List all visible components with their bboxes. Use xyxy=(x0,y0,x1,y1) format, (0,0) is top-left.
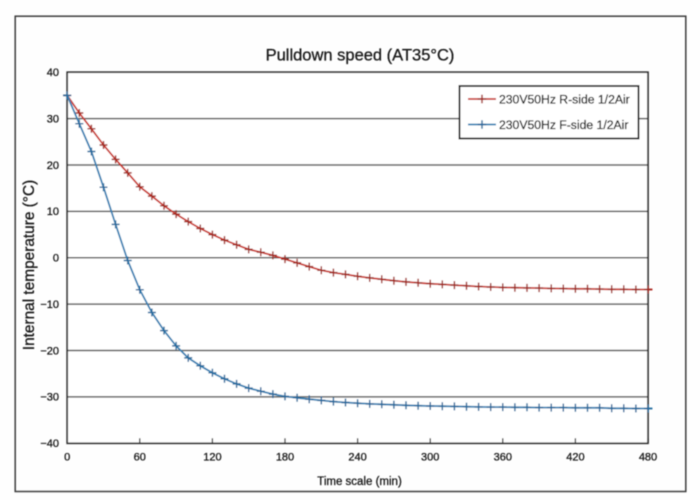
svg-text:−30: −30 xyxy=(40,392,59,404)
svg-text:60: 60 xyxy=(134,452,146,464)
svg-text:420: 420 xyxy=(566,452,584,464)
svg-text:120: 120 xyxy=(203,452,221,464)
svg-text:−40: −40 xyxy=(40,438,59,450)
svg-text:0: 0 xyxy=(53,253,59,265)
svg-text:240: 240 xyxy=(348,452,366,464)
svg-text:−20: −20 xyxy=(40,345,59,357)
svg-text:180: 180 xyxy=(276,452,294,464)
svg-text:360: 360 xyxy=(494,452,512,464)
svg-text:30: 30 xyxy=(47,113,59,125)
svg-text:230V50Hz F-side 1/2Air: 230V50Hz F-side 1/2Air xyxy=(499,118,628,132)
svg-text:10: 10 xyxy=(47,206,59,218)
svg-text:0: 0 xyxy=(64,452,70,464)
svg-text:480: 480 xyxy=(639,452,657,464)
svg-text:230V50Hz R-side 1/2Air: 230V50Hz R-side 1/2Air xyxy=(499,93,630,107)
svg-text:300: 300 xyxy=(421,452,439,464)
svg-text:−10: −10 xyxy=(40,299,59,311)
svg-text:Time scale (min): Time scale (min) xyxy=(317,476,402,488)
svg-text:Pulldown speed (AT35°C): Pulldown speed (AT35°C) xyxy=(266,47,455,65)
svg-text:40: 40 xyxy=(47,67,59,79)
svg-text:Internal temperature (°C): Internal temperature (°C) xyxy=(21,180,38,350)
svg-text:20: 20 xyxy=(47,160,59,172)
